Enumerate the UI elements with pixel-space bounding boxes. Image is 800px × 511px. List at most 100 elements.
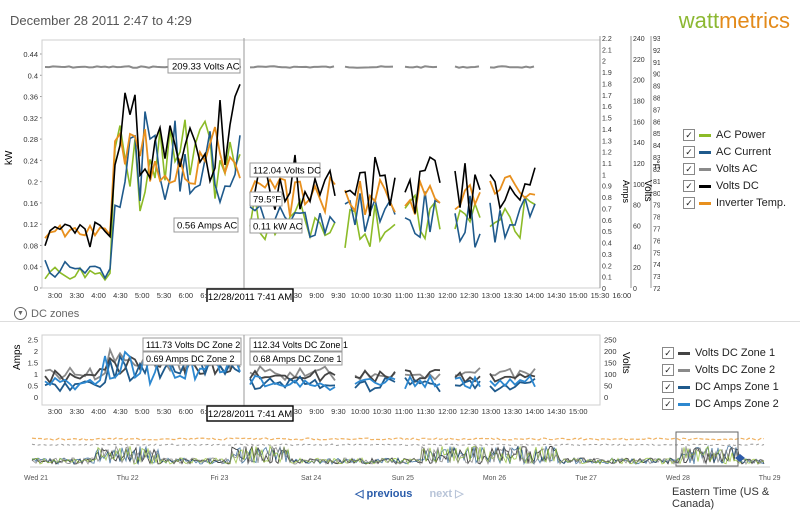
divider <box>0 321 800 322</box>
time-tick: 3:30 <box>69 291 84 300</box>
next-link[interactable]: next ▷ <box>429 488 464 500</box>
volts-tick: 180 <box>633 99 645 106</box>
dc-amps-zone1-line <box>44 354 241 393</box>
series-swatch <box>678 385 690 389</box>
checkbox[interactable]: ✓ <box>683 197 695 209</box>
checkbox[interactable]: ✓ <box>662 364 674 376</box>
amps-tick: 2 <box>602 59 606 66</box>
kw-tick: 0.16 <box>23 199 38 208</box>
volts-tick: 0 <box>604 393 608 402</box>
kw-tick: 0.36 <box>23 93 38 102</box>
temp-tick: 74 <box>653 262 660 269</box>
date-tick: Thu 22 <box>117 475 139 482</box>
dc-amps-zone2-line <box>489 374 536 388</box>
amps-tick: 0.1 <box>602 275 612 282</box>
kw-tick: 0.24 <box>23 156 38 165</box>
volts-axis: 0 50 100 150 200 250 <box>604 336 617 403</box>
checkbox[interactable]: ✓ <box>683 129 695 141</box>
volts-dc-line <box>44 83 241 248</box>
ac-power-line <box>344 204 396 249</box>
checkbox[interactable]: ✓ <box>662 381 674 393</box>
legend-item[interactable]: ✓ DC Amps Zone 2 <box>662 397 779 411</box>
legend-item[interactable]: ✓ Volts DC <box>683 179 759 193</box>
amps-tick: 1.8 <box>602 81 612 88</box>
temp-tick: 78 <box>653 215 660 222</box>
volts-tick: 50 <box>604 382 612 391</box>
checkbox[interactable]: ✓ <box>662 347 674 359</box>
kw-tick: 0.44 <box>23 50 38 59</box>
legend-label: Volts AC <box>716 163 758 175</box>
legend-item[interactable]: ✓ Volts AC <box>683 162 758 176</box>
time-tick: 3:00 <box>48 291 63 300</box>
temp-axis-label: °F <box>651 160 660 170</box>
amps-tick: 0.7 <box>602 206 612 213</box>
ac-current-line <box>249 203 336 239</box>
time-tick: 11:30 <box>416 291 434 300</box>
legend-item[interactable]: ✓ Volts DC Zone 2 <box>662 363 775 377</box>
temp-tick: 91 <box>653 60 660 67</box>
tooltip-kw-ac: 0.11 kW AC <box>249 218 303 234</box>
svg-text:0.69 Amps DC Zone 2: 0.69 Amps DC Zone 2 <box>146 354 235 364</box>
amps-tick: 2.5 <box>28 336 38 345</box>
time-tick: 10:00 <box>351 291 370 300</box>
ac-current-line <box>489 195 536 243</box>
legend-item[interactable]: ✓ AC Current <box>683 145 771 159</box>
ac-power-line <box>44 119 241 282</box>
drag-handle-icon[interactable] <box>735 454 745 462</box>
dc-zones-toggle[interactable]: ▼ DC zones <box>14 307 79 320</box>
tooltip-volts-ac: 209.33 Volts AC <box>167 58 241 74</box>
overview-volts-ac-line <box>31 443 765 447</box>
date-tick: Thu 29 <box>759 475 781 482</box>
time-tick: 10:30 <box>373 291 392 300</box>
tooltip-amps-ac: 0.56 Amps AC <box>173 217 239 233</box>
amps-tick: 1.5 <box>28 359 38 368</box>
svg-text:112.34 Volts DC Zone 1: 112.34 Volts DC Zone 1 <box>253 340 348 350</box>
checkbox[interactable]: ✓ <box>683 163 695 175</box>
volts-dc-zone2-line <box>249 364 336 382</box>
time-tick: 9:30 <box>331 407 346 416</box>
series-swatch <box>678 402 690 406</box>
amps-tick: 0.4 <box>602 241 612 248</box>
previous-link[interactable]: ◁ previous <box>355 488 413 500</box>
volts-tick: 150 <box>604 359 617 368</box>
main-chart[interactable]: 00.040.080.120.160.20.240.280.320.360.40… <box>0 30 660 302</box>
time-tick: 16:00 <box>612 291 631 300</box>
kw-tick: 0.2 <box>28 178 38 187</box>
temp-tick: 87 <box>653 107 660 114</box>
checkbox[interactable]: ✓ <box>683 146 695 158</box>
dc-zones-label: DC zones <box>31 307 80 320</box>
temp-tick: 88 <box>653 96 660 103</box>
selection-window[interactable] <box>675 431 739 467</box>
time-tick: 6:00 <box>178 407 193 416</box>
overview-series-line <box>31 444 765 466</box>
time-tick: 12:30 <box>460 291 479 300</box>
time-tick: 14:00 <box>525 407 544 416</box>
amps-tick: 1 <box>34 370 38 379</box>
legend-item[interactable]: ✓ DC Amps Zone 1 <box>662 380 779 394</box>
kw-tick: 0.12 <box>23 220 38 229</box>
right-axes: 0 0.1 0.2 0.3 0.4 0.5 0.6 0.7 0.8 0.9 1 1.1 1.2 1.3 1.… <box>599 36 660 293</box>
overview-navigator[interactable]: Wed 21 Thu 22 Fri 23 Sat 24 Sun 25 Mon 26 Tue … <box>0 428 800 486</box>
legend-item[interactable]: ✓ Inverter Temp. <box>683 196 786 210</box>
overview-date-axis: Wed 21 Thu 22 Fri 23 Sat 24 Sun 25 Mon 26 Tue … <box>24 475 781 482</box>
dc-time-axis: 3:003:304:004:305:005:306:006:307:007:30… <box>48 407 588 416</box>
ac-current-line <box>404 191 441 239</box>
time-tick: 13:30 <box>503 407 522 416</box>
legend-label: DC Amps Zone 2 <box>695 398 779 410</box>
legend-item[interactable]: ✓ AC Power <box>683 128 766 142</box>
amps-tick: 0.5 <box>602 229 612 236</box>
temp-tick: 90 <box>653 72 660 79</box>
volts-tick: 100 <box>633 182 645 189</box>
checkbox[interactable]: ✓ <box>683 180 695 192</box>
svg-text:209.33 Volts AC: 209.33 Volts AC <box>172 62 240 73</box>
checkbox[interactable]: ✓ <box>662 398 674 410</box>
amps-tick: 1.2 <box>602 150 612 157</box>
dc-amps-zone2-line <box>249 374 336 392</box>
amps-tick: 0 <box>34 393 38 402</box>
legend-item[interactable]: ✓ Volts DC Zone 1 <box>662 346 775 360</box>
tooltip-volts-z2: 111.73 Volts DC Zone 2 <box>142 337 242 352</box>
time-tick: 4:00 <box>91 291 106 300</box>
legend-label: AC Power <box>716 129 766 141</box>
wattmetrics-logo: wattmetrics <box>678 8 790 33</box>
